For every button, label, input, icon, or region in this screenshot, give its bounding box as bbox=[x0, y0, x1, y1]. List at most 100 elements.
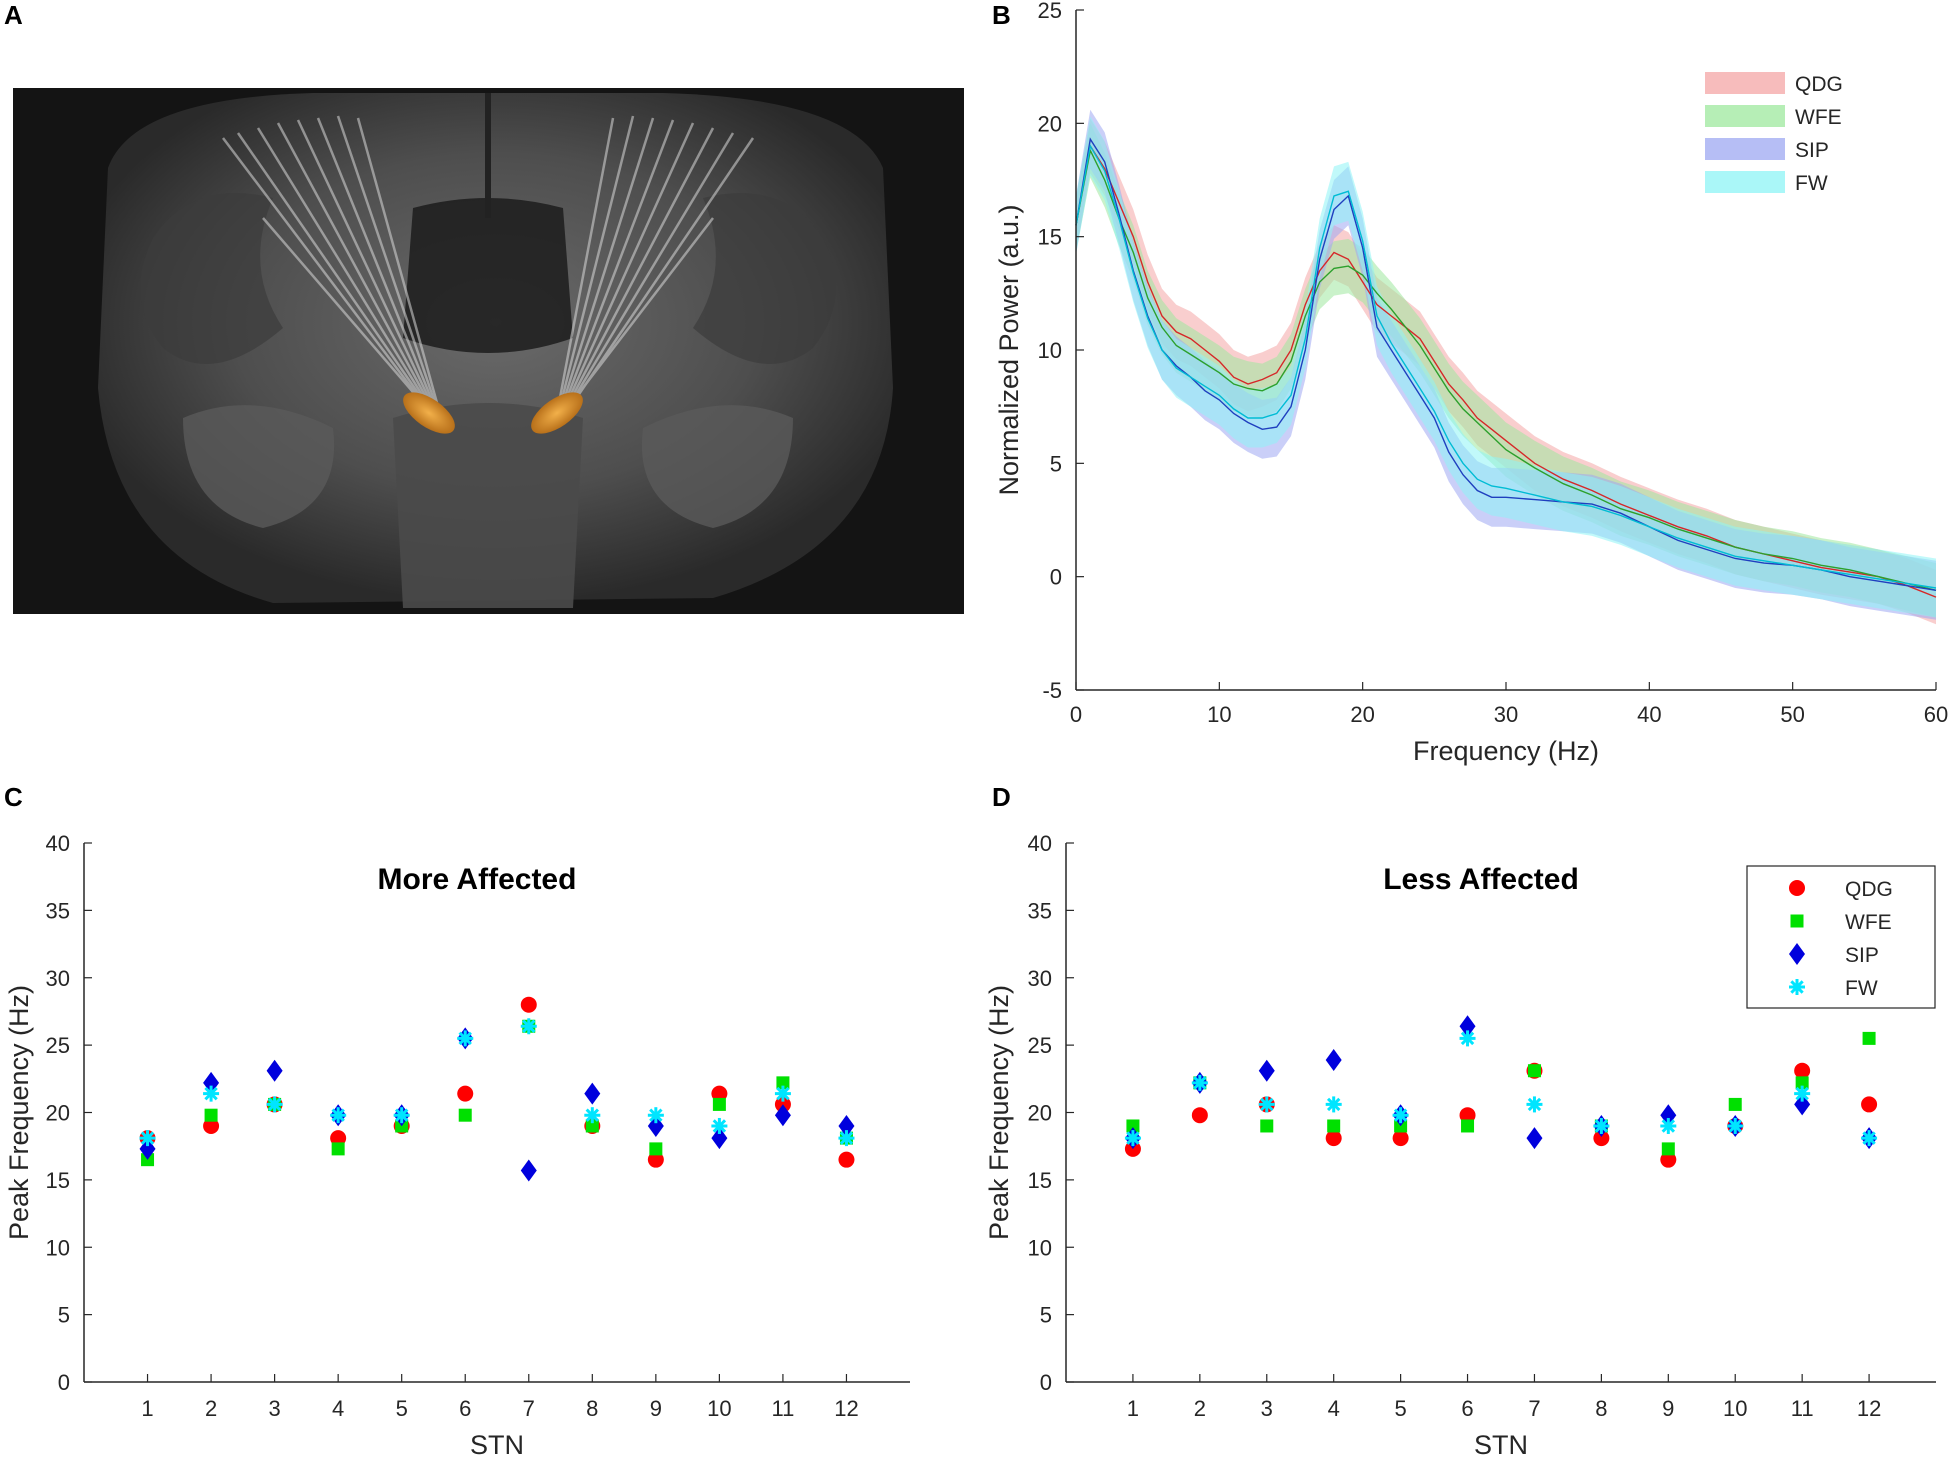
x-tick-label-d: 7 bbox=[1528, 1396, 1540, 1421]
y-tick-label-b: 20 bbox=[1038, 111, 1062, 136]
x-tick-label-b: 40 bbox=[1637, 702, 1661, 727]
point-d-qdg bbox=[1325, 1130, 1342, 1147]
point-c-fw bbox=[330, 1107, 347, 1124]
point-c-qdg bbox=[838, 1151, 855, 1168]
y-tick-label-b: 5 bbox=[1050, 451, 1062, 476]
y-tick-label-c: 5 bbox=[58, 1303, 70, 1328]
legend-marker-d-fw bbox=[1789, 979, 1805, 995]
point-c-fw bbox=[711, 1117, 728, 1134]
point-d-fw bbox=[1526, 1096, 1543, 1113]
point-d-fw bbox=[1325, 1096, 1342, 1113]
x-tick-label-c: 12 bbox=[834, 1396, 858, 1421]
chart-b-power-spectrum: -5 0 5 10 15 20 25 0 10 20 30 40 50 60 Frequency (Hz) N… bbox=[994, 0, 1948, 766]
y-tick-label-d: 25 bbox=[1028, 1033, 1052, 1058]
panel-letter-a: A bbox=[4, 0, 23, 30]
point-d-wfe bbox=[1527, 1064, 1541, 1078]
x-tick-label-d: 8 bbox=[1595, 1396, 1607, 1421]
y-tick-label-d: 10 bbox=[1028, 1235, 1052, 1260]
legend-swatch-b-qdg bbox=[1705, 72, 1785, 94]
point-d-wfe bbox=[1728, 1097, 1742, 1111]
point-d-wfe bbox=[1795, 1076, 1809, 1090]
y-tick-label-c: 20 bbox=[46, 1101, 70, 1126]
y-tick-label-d: 40 bbox=[1028, 831, 1052, 856]
line-qdg bbox=[1075, 144, 1937, 598]
point-c-fw bbox=[520, 1018, 537, 1035]
y-tick-label-b: 15 bbox=[1038, 225, 1062, 250]
point-c-sip bbox=[584, 1082, 601, 1105]
legend-label-d-sip: SIP bbox=[1845, 944, 1879, 967]
point-c-fw bbox=[838, 1130, 855, 1147]
line-fw bbox=[1075, 143, 1937, 589]
x-tick-label-b: 10 bbox=[1207, 702, 1231, 727]
x-tick-label-b: 50 bbox=[1780, 702, 1804, 727]
right-stn-marker bbox=[531, 392, 583, 434]
point-c-wfe bbox=[649, 1142, 663, 1156]
y-tick-label-d: 15 bbox=[1028, 1168, 1052, 1193]
x-tick-label-c: 9 bbox=[650, 1396, 662, 1421]
y-tick-label-d: 30 bbox=[1028, 966, 1052, 991]
y-tick-label-c: 15 bbox=[46, 1168, 70, 1193]
y-tick-label-d: 0 bbox=[1040, 1370, 1052, 1395]
point-c-qdg bbox=[203, 1117, 220, 1134]
legend-swatch-b-sip bbox=[1705, 138, 1785, 160]
point-d-wfe bbox=[1661, 1142, 1675, 1156]
point-d-fw bbox=[1392, 1107, 1409, 1124]
x-tick-label-d: 4 bbox=[1328, 1396, 1340, 1421]
x-tick-label-b: 20 bbox=[1350, 702, 1374, 727]
legend-label-d-wfe: WFE bbox=[1845, 911, 1892, 934]
point-c-sip bbox=[711, 1127, 728, 1150]
y-tick-label-d: 35 bbox=[1028, 898, 1052, 923]
y-tick-label-b: 25 bbox=[1038, 0, 1062, 23]
y-tick-label-b: 0 bbox=[1050, 565, 1062, 590]
y-tick-label-b: -5 bbox=[1042, 678, 1062, 703]
y-tick-label-d: 5 bbox=[1040, 1303, 1052, 1328]
point-c-sip bbox=[266, 1059, 283, 1082]
y-axis-label-c: Peak Frequency (Hz) bbox=[4, 985, 34, 1240]
mri-image-panel bbox=[13, 88, 964, 614]
point-d-qdg bbox=[1861, 1096, 1878, 1113]
legend-box-d bbox=[1746, 865, 1936, 1009]
brain-mri-icon bbox=[13, 88, 964, 614]
point-d-qdg bbox=[1459, 1107, 1476, 1124]
x-tick-label-c: 4 bbox=[332, 1396, 344, 1421]
x-tick-label-c: 6 bbox=[459, 1396, 471, 1421]
legend-marker-d-sip bbox=[1789, 943, 1805, 965]
x-tick-label-d: 5 bbox=[1394, 1396, 1406, 1421]
point-c-qdg bbox=[330, 1130, 347, 1147]
point-c-fw bbox=[266, 1096, 283, 1113]
y-tick-label-c: 30 bbox=[46, 966, 70, 991]
point-c-wfe bbox=[585, 1119, 599, 1133]
point-d-fw bbox=[1258, 1096, 1275, 1113]
x-tick-label-c: 2 bbox=[205, 1396, 217, 1421]
panel-letter-b: B bbox=[992, 0, 1011, 30]
x-tick-label-c: 5 bbox=[396, 1396, 408, 1421]
point-d-fw bbox=[1191, 1074, 1208, 1091]
x-tick-label-d: 10 bbox=[1723, 1396, 1747, 1421]
point-d-wfe bbox=[1461, 1119, 1475, 1133]
point-d-fw bbox=[1794, 1085, 1811, 1102]
legend-label-b-fw: FW bbox=[1795, 172, 1828, 195]
point-c-sip bbox=[838, 1114, 855, 1137]
legend-label-b-sip: SIP bbox=[1795, 139, 1829, 162]
y-axis-label-b: Normalized Power (a.u.) bbox=[994, 204, 1024, 495]
left-stn-marker bbox=[403, 392, 455, 434]
line-sip bbox=[1075, 137, 1937, 591]
legend-label-d-fw: FW bbox=[1845, 977, 1878, 1000]
point-d-sip bbox=[1325, 1048, 1342, 1071]
x-tick-label-b: 30 bbox=[1494, 702, 1518, 727]
panel-letter-c: C bbox=[4, 782, 23, 812]
point-c-wfe bbox=[458, 1108, 472, 1122]
x-tick-label-d: 3 bbox=[1261, 1396, 1273, 1421]
line-wfe bbox=[1075, 148, 1937, 591]
point-d-wfe bbox=[1260, 1119, 1274, 1133]
point-d-wfe bbox=[1126, 1119, 1140, 1133]
x-tick-label-c: 1 bbox=[141, 1396, 153, 1421]
x-axis-label-d: STN bbox=[1474, 1430, 1528, 1460]
legend-label-b-qdg: QDG bbox=[1795, 73, 1843, 96]
point-c-qdg bbox=[647, 1151, 664, 1168]
y-tick-label-c: 10 bbox=[46, 1235, 70, 1260]
x-tick-label-d: 2 bbox=[1194, 1396, 1206, 1421]
